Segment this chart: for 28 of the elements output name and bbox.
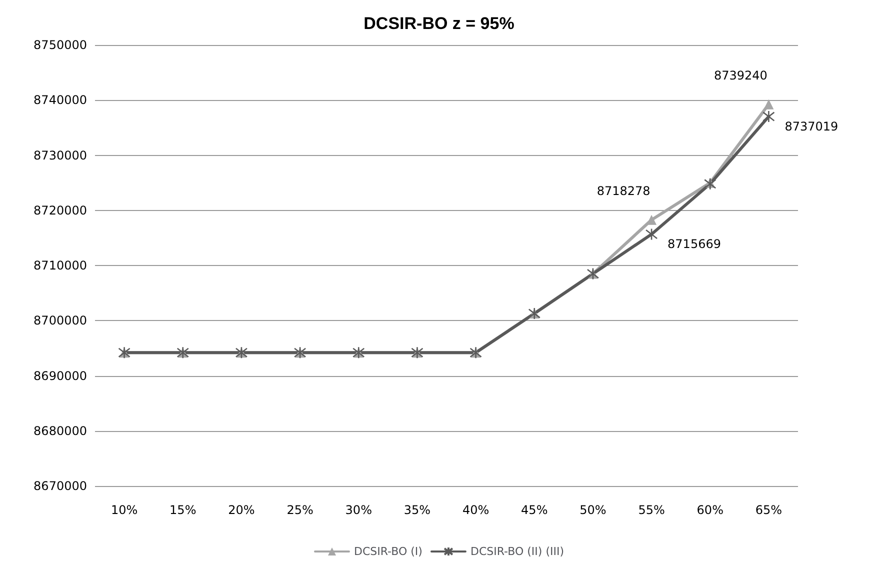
x-tick-label: 35% — [404, 503, 431, 517]
y-tick-label: 8700000 — [34, 314, 87, 328]
y-tick-label: 8690000 — [34, 368, 87, 383]
y-tick-label: 8730000 — [34, 148, 87, 162]
chart-title: DCSIR-BO z = 95% — [364, 14, 514, 33]
x-tick-label: 10% — [110, 503, 138, 517]
x-tick-label: 15% — [170, 503, 196, 517]
x-tick-label: 30% — [345, 503, 372, 517]
x-tick-label: 55% — [638, 503, 665, 517]
data-label: 8739240 — [714, 68, 768, 82]
y-tick-label: 8750000 — [34, 38, 87, 52]
y-tick-label: 8720000 — [34, 203, 87, 218]
x-tick-label: 60% — [696, 503, 724, 517]
data-label: 8718278 — [596, 184, 650, 198]
y-tick-label: 8680000 — [34, 424, 87, 438]
x-tick-label: 20% — [228, 503, 255, 517]
legend-label: DCSIR-BO (I) — [354, 545, 422, 558]
x-tick-label: 25% — [286, 503, 314, 517]
y-tick-label: 8740000 — [34, 93, 87, 108]
x-tick-label: 45% — [521, 503, 548, 517]
x-tick-label: 65% — [755, 503, 782, 517]
y-tick-label: 8670000 — [34, 479, 87, 493]
y-tick-label: 8710000 — [34, 258, 87, 272]
legend-label: DCSIR-BO (II) (III) — [470, 545, 564, 558]
x-tick-label: 50% — [580, 503, 606, 517]
data-label: 8715669 — [668, 237, 721, 252]
x-tick-label: 40% — [462, 503, 490, 517]
data-label: 8737019 — [784, 120, 838, 134]
